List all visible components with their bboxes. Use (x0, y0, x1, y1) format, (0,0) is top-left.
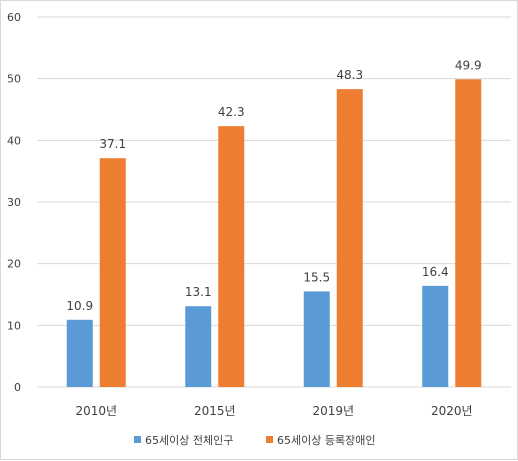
bar (66, 319, 93, 387)
data-label: 37.1 (99, 137, 126, 151)
bar (185, 306, 212, 387)
y-tick-label: 0 (14, 381, 21, 394)
data-label: 48.3 (336, 68, 363, 82)
bar (336, 89, 363, 388)
x-tick-label: 2020년 (431, 404, 473, 418)
data-label: 13.1 (185, 285, 212, 299)
data-label: 16.4 (422, 265, 449, 279)
legend-swatch (134, 436, 141, 443)
bar (422, 285, 449, 387)
bar (99, 158, 126, 387)
data-label: 10.9 (66, 299, 93, 313)
y-tick-label: 60 (7, 11, 21, 24)
x-tick-label: 2019년 (312, 404, 354, 418)
data-label: 42.3 (218, 105, 245, 119)
data-label: 49.9 (455, 58, 482, 72)
x-tick-label: 2010년 (75, 404, 117, 418)
legend-swatch (266, 436, 273, 443)
y-tick-label: 10 (7, 319, 21, 332)
data-label: 15.5 (303, 270, 330, 284)
y-tick-label: 40 (7, 134, 21, 147)
legend-label: 65세이상 전체인구 (145, 434, 233, 447)
y-tick-label: 30 (7, 196, 21, 209)
y-tick-label: 50 (7, 73, 21, 86)
bar (455, 79, 482, 388)
y-tick-label: 20 (7, 258, 21, 271)
bar (218, 126, 245, 388)
bar (303, 291, 330, 387)
x-tick-label: 2015년 (194, 404, 236, 418)
legend-label: 65세이상 등록장애인 (277, 434, 375, 447)
